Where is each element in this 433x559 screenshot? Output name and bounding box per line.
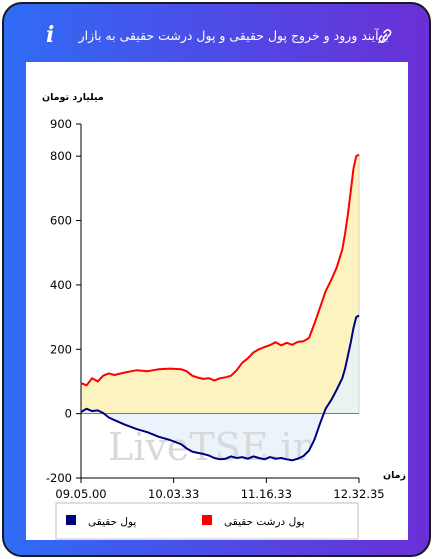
- watermark: LiveTSE.ir: [108, 425, 312, 469]
- chart-svg: میلیارد تومان زمان LiveTSE.ir 900 800 600 4…: [42, 92, 406, 540]
- y-tick-label-4: 200: [50, 342, 72, 356]
- y-tick-label-1: 800: [50, 149, 72, 163]
- x-tick-label-3: 12.32.35: [333, 487, 384, 501]
- y-tick-label-3: 400: [50, 278, 72, 292]
- series-line-0: [80, 153, 360, 387]
- info-icon[interactable]: i: [46, 22, 55, 48]
- legend-box: [55, 502, 359, 540]
- x-tick-label-2: 11.16.33: [241, 487, 292, 501]
- series-area-1: [81, 315, 359, 461]
- link-icon[interactable]: [377, 28, 393, 44]
- y-tick-label-5: 0: [65, 407, 72, 421]
- series-line-1: [80, 314, 360, 462]
- legend-label-0: پول درشت حقیقی: [224, 516, 305, 528]
- header: برآیند ورود و خروج پول حقیقی و پول درشت …: [4, 4, 429, 62]
- y-tick-label-2: 600: [50, 214, 72, 228]
- x-axis-label: زمان: [383, 470, 406, 481]
- legend-label-1: پول حقیقی: [88, 516, 136, 528]
- y-axis-label: میلیارد تومان: [42, 92, 104, 103]
- legend-swatch-0: [202, 515, 212, 525]
- y-tick-label-0: 900: [50, 117, 72, 131]
- legend-swatch-1: [66, 515, 76, 525]
- chart-panel: میلیارد تومان زمان LiveTSE.ir 900 800 600 4…: [26, 62, 408, 540]
- series-area-0: [81, 154, 359, 414]
- y-tick-label-6: -200: [46, 471, 72, 485]
- x-tick-label-0: 09.05.00: [55, 487, 106, 501]
- chart-title: برآیند ورود و خروج پول حقیقی و پول درشت …: [78, 28, 389, 43]
- x-tick-label-1: 10.03.33: [148, 487, 199, 501]
